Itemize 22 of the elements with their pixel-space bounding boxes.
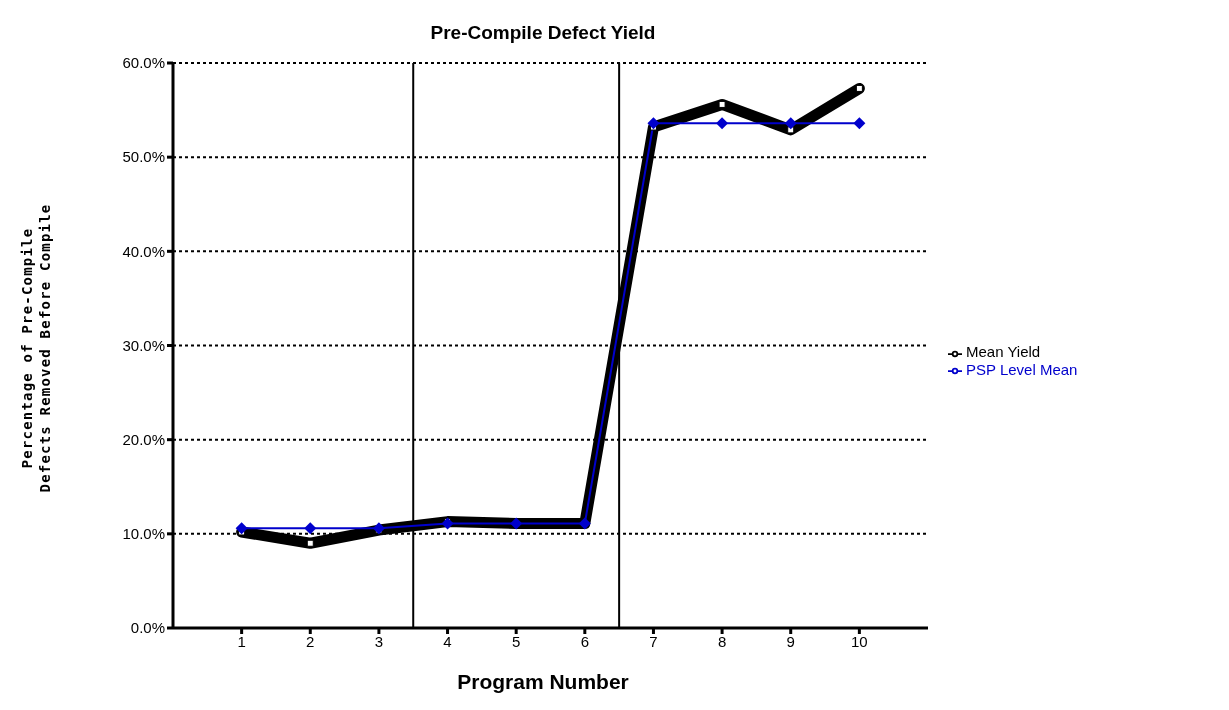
y-tick-label: 0.0% bbox=[130, 619, 165, 637]
x-tick-label: 3 bbox=[374, 632, 384, 650]
y-tick-label: 50.0% bbox=[122, 148, 165, 166]
legend-label: PSP Level Mean bbox=[966, 360, 1078, 378]
x-tick-label: 1 bbox=[237, 632, 246, 650]
x-tick-label: 8 bbox=[717, 632, 727, 650]
x-tick-label: 2 bbox=[306, 632, 315, 650]
x-tick-label: 10 bbox=[851, 632, 868, 650]
y-tick-label: 40.0% bbox=[122, 242, 165, 260]
x-tick-label: 7 bbox=[649, 632, 658, 650]
y-tick-label: 60.0% bbox=[122, 54, 165, 72]
x-tick-label: 4 bbox=[443, 632, 452, 650]
x-tick-label: 6 bbox=[580, 632, 589, 650]
chart-title: Pre-Compile Defect Yield bbox=[429, 22, 657, 44]
y-tick-label: 30.0% bbox=[122, 336, 165, 354]
legend-label: Mean Yield bbox=[966, 343, 1041, 361]
y-axis-title: Percentage of Pre-Compile Defects Removed Before Compile bbox=[18, 203, 54, 493]
x-tick-label: 9 bbox=[786, 632, 795, 650]
x-axis-title: Program Number bbox=[456, 670, 630, 694]
x-tick-label: 5 bbox=[512, 632, 521, 650]
y-tick-label: 20.0% bbox=[122, 430, 165, 448]
y-tick-label: 10.0% bbox=[122, 525, 165, 543]
